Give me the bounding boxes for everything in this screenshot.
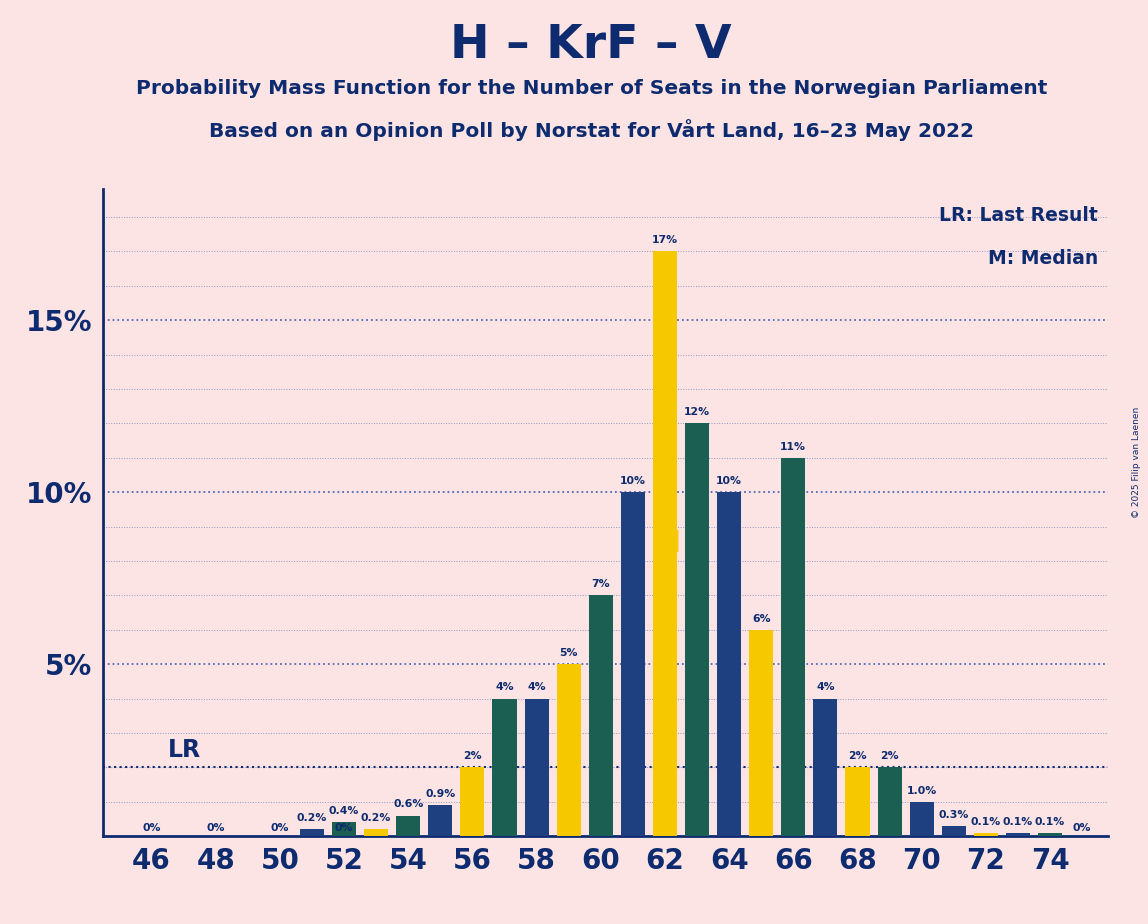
Text: LR: LR [168,738,201,762]
Text: LR: Last Result: LR: Last Result [939,206,1097,225]
Text: 0%: 0% [207,822,225,833]
Text: © 2025 Filip van Laenen: © 2025 Filip van Laenen [1132,407,1141,517]
Bar [845,768,869,836]
Text: 17%: 17% [652,235,678,245]
Bar [589,595,613,836]
Text: 0.4%: 0.4% [328,807,359,816]
Text: 2%: 2% [881,751,899,761]
Bar [557,664,581,836]
Bar [1006,833,1030,836]
Text: M: M [650,529,680,558]
Bar [364,830,388,836]
Bar [460,768,484,836]
Bar [396,816,420,836]
Text: 0%: 0% [142,822,161,833]
Bar [492,699,517,836]
Text: 0%: 0% [335,822,354,833]
Text: 0%: 0% [1073,822,1092,833]
Bar [782,457,806,836]
Text: 12%: 12% [684,407,711,417]
Text: 2%: 2% [463,751,482,761]
Bar [428,805,452,836]
Text: 2%: 2% [848,751,867,761]
Text: 0.2%: 0.2% [296,813,327,823]
Text: 0.1%: 0.1% [1035,817,1065,827]
Bar [653,251,677,836]
Text: 5%: 5% [559,648,577,658]
Text: 0.3%: 0.3% [939,809,969,820]
Bar [877,768,901,836]
Text: 7%: 7% [591,579,610,590]
Text: M: Median: M: Median [987,249,1097,268]
Bar [941,826,965,836]
Bar [332,822,356,836]
Bar [525,699,549,836]
Text: 0.2%: 0.2% [360,813,391,823]
Text: 10%: 10% [620,476,646,486]
Bar [685,423,709,836]
Text: 0.1%: 0.1% [1003,817,1033,827]
Text: H – KrF – V: H – KrF – V [450,23,732,68]
Text: 0%: 0% [271,822,289,833]
Text: 11%: 11% [781,442,806,452]
Text: Probability Mass Function for the Number of Seats in the Norwegian Parliament: Probability Mass Function for the Number… [135,79,1047,98]
Text: 10%: 10% [716,476,742,486]
Bar [300,830,324,836]
Bar [909,802,933,836]
Bar [750,630,774,836]
Text: 0.9%: 0.9% [425,789,456,799]
Text: 1.0%: 1.0% [907,785,937,796]
Bar [621,492,645,836]
Bar [974,833,998,836]
Text: 0.6%: 0.6% [393,799,424,809]
Text: 4%: 4% [816,683,835,692]
Bar [1038,833,1062,836]
Text: 4%: 4% [495,683,514,692]
Text: Based on an Opinion Poll by Norstat for Vårt Land, 16–23 May 2022: Based on an Opinion Poll by Norstat for … [209,119,974,141]
Bar [718,492,742,836]
Bar [814,699,837,836]
Text: 6%: 6% [752,614,770,624]
Text: 4%: 4% [527,683,546,692]
Text: 0.1%: 0.1% [971,817,1001,827]
